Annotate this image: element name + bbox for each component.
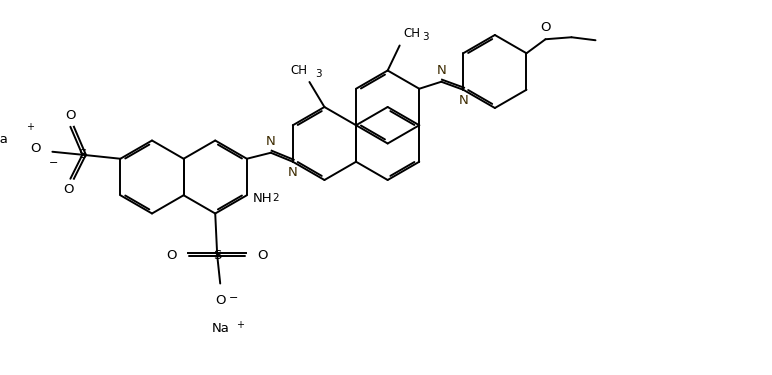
Text: 3: 3 (316, 69, 322, 79)
Text: O: O (63, 183, 73, 196)
Text: NH: NH (252, 192, 273, 205)
Text: Na: Na (0, 133, 8, 146)
Text: O: O (257, 249, 268, 262)
Text: −: − (229, 294, 239, 303)
Text: 2: 2 (272, 193, 279, 203)
Text: N: N (436, 64, 446, 77)
Text: CH: CH (290, 64, 307, 77)
Text: O: O (65, 109, 76, 122)
Text: O: O (167, 249, 178, 262)
Text: CH: CH (404, 27, 421, 40)
Text: O: O (30, 142, 40, 155)
Text: Na: Na (212, 321, 229, 334)
Text: −: − (49, 158, 58, 168)
Text: 3: 3 (422, 33, 428, 42)
Text: N: N (266, 135, 276, 148)
Text: +: + (236, 320, 244, 330)
Text: O: O (215, 294, 225, 306)
Text: N: N (459, 94, 468, 107)
Text: O: O (540, 21, 550, 34)
Text: S: S (78, 148, 86, 161)
Text: +: + (26, 122, 35, 132)
Text: N: N (288, 166, 298, 179)
Text: S: S (213, 249, 222, 262)
